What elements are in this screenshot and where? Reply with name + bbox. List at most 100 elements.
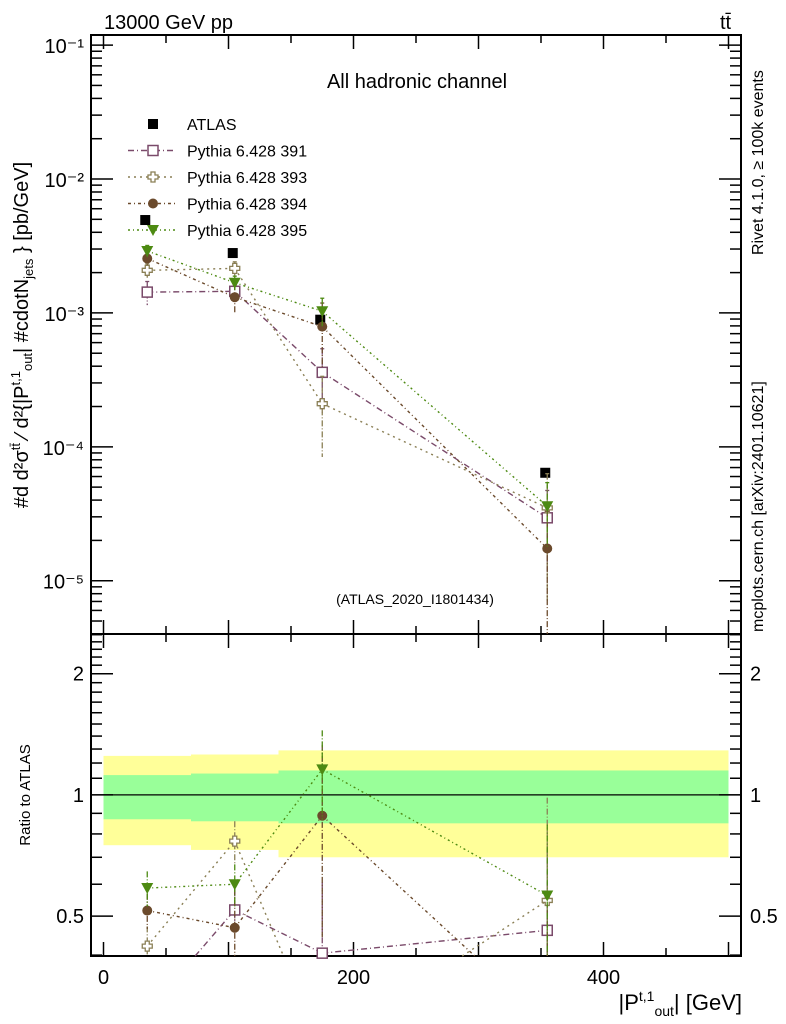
series-line bbox=[321, 371, 548, 519]
series-line bbox=[234, 290, 323, 373]
ratio-point bbox=[228, 879, 241, 891]
series-line bbox=[234, 268, 323, 405]
y-tick-label: 10⁻² bbox=[45, 170, 85, 192]
ratio-y-tick-label-right: 0.5 bbox=[750, 906, 778, 928]
y-label-fraction-divider: ⁄ bbox=[11, 429, 33, 443]
atlas-data-point bbox=[315, 314, 326, 325]
ratio-y-axis-label: Ratio to ATLAS bbox=[17, 744, 34, 845]
ratio-y-tick-label-left: 0.5 bbox=[56, 906, 84, 928]
y-label-suffix: } [pb/GeV] bbox=[11, 162, 33, 259]
ratio-point bbox=[142, 905, 153, 916]
series-line bbox=[321, 310, 548, 507]
process-label: tt̄ bbox=[720, 12, 732, 34]
mc-data-point bbox=[541, 501, 554, 513]
y-label-numerator-sup: tt̄ bbox=[8, 443, 23, 451]
source-label: mcplots.cern.ch [arXiv:2401.10621] bbox=[750, 381, 767, 632]
ratio-point bbox=[541, 890, 554, 902]
ratio-point bbox=[141, 940, 153, 952]
x-axis-label: |Pt,1out| [GeV] bbox=[618, 988, 742, 1019]
band-inner bbox=[191, 773, 279, 822]
ratio-y-tick-label-right: 1 bbox=[750, 785, 761, 807]
ratio-line bbox=[194, 909, 236, 957]
x-label-pre: |P bbox=[618, 990, 638, 1015]
ratio-line bbox=[234, 909, 323, 954]
x-tick-label: 0 bbox=[98, 967, 109, 989]
x-tick-label: 400 bbox=[587, 967, 620, 989]
ratio-line bbox=[234, 840, 285, 957]
legend-label: Pythia 6.428 395 bbox=[187, 223, 307, 240]
ratio-point bbox=[316, 764, 329, 776]
series-line bbox=[234, 296, 323, 328]
atlas-data-point bbox=[540, 467, 551, 478]
legend-item-0: ATLAS bbox=[148, 117, 237, 134]
legend-item-1: Pythia 6.428 391 bbox=[128, 144, 307, 161]
y-axis-label: #d d²σtt̄ ⁄ d²{|Pt,1out| #cdotNjets } [p… bbox=[8, 162, 36, 508]
mc-data-point bbox=[141, 264, 153, 276]
ratio-line bbox=[322, 929, 548, 954]
x-label-sub: out bbox=[654, 1003, 674, 1019]
y-tick-label: 10⁻⁴ bbox=[43, 438, 84, 460]
y-label-denominator-sup: t,1 bbox=[8, 371, 23, 385]
legend-item-2: Pythia 6.428 393 bbox=[128, 170, 307, 187]
mc-data-point bbox=[141, 286, 153, 298]
y-tick-label: 10⁻¹ bbox=[45, 36, 85, 58]
mc-data-point bbox=[229, 292, 240, 303]
ratio-series-1 bbox=[194, 848, 553, 959]
legend-marker bbox=[147, 225, 159, 236]
channel-label: All hadronic channel bbox=[327, 71, 507, 93]
legend-item-4: Pythia 6.428 395 bbox=[128, 223, 307, 240]
ratio-line bbox=[234, 768, 323, 885]
ratio-line bbox=[147, 883, 235, 889]
legend-marker bbox=[147, 171, 159, 183]
y-label-numerator: d²σ bbox=[11, 450, 33, 481]
y-label-denominator-tail-sub: jets bbox=[21, 258, 36, 280]
ratio-line bbox=[146, 840, 236, 947]
x-label-post: | [GeV] bbox=[674, 990, 742, 1015]
ratio-point bbox=[316, 947, 328, 959]
ratio-line bbox=[234, 815, 323, 929]
series-line bbox=[321, 326, 548, 550]
mc-data-point bbox=[317, 321, 328, 332]
legend-label: Pythia 6.428 391 bbox=[187, 144, 307, 161]
analysis-id: (ATLAS_2020_I1801434) bbox=[336, 591, 494, 607]
mc-data-point bbox=[229, 262, 241, 275]
mc-data-point bbox=[316, 306, 329, 318]
mc-data-point bbox=[316, 398, 328, 410]
ratio-point bbox=[229, 922, 240, 933]
x-tick-label: 200 bbox=[337, 967, 370, 989]
series-line bbox=[147, 290, 235, 293]
legend-marker bbox=[148, 198, 158, 209]
rivet-label: Rivet 4.1.0, ≥ 100k events bbox=[750, 70, 767, 255]
main-series-0 bbox=[140, 215, 551, 478]
ratio-bands bbox=[103, 750, 729, 858]
ratio-series-4 bbox=[141, 730, 554, 956]
energy-label: 13000 GeV pp bbox=[104, 12, 233, 34]
atlas-data-point bbox=[227, 248, 238, 259]
main-series-2 bbox=[141, 261, 553, 602]
ratio-line bbox=[321, 815, 476, 957]
y-label-denominator-sub: out bbox=[20, 353, 35, 371]
band-inner bbox=[103, 775, 191, 820]
y-tick-label: 10⁻⁵ bbox=[43, 572, 84, 594]
ratio-y-tick-label-left: 1 bbox=[73, 785, 84, 807]
x-label-sup: t,1 bbox=[639, 988, 655, 1004]
y-tick-label: 10⁻³ bbox=[45, 304, 85, 326]
y-label-denominator-tail: | #cdotN bbox=[11, 279, 33, 353]
series-line bbox=[147, 267, 235, 272]
mc-data-point bbox=[141, 246, 154, 258]
legend-label: ATLAS bbox=[187, 117, 237, 134]
legend-item-3: Pythia 6.428 394 bbox=[128, 197, 307, 214]
legend-marker bbox=[148, 119, 158, 129]
mc-data-point bbox=[542, 543, 553, 554]
series-line bbox=[147, 250, 235, 284]
main-series-3 bbox=[142, 252, 553, 634]
ratio-point bbox=[141, 883, 154, 895]
series-line bbox=[234, 282, 323, 312]
atlas-data-point bbox=[140, 215, 151, 226]
mc-data-point bbox=[142, 253, 153, 264]
ratio-y-tick-label-left: 2 bbox=[73, 664, 84, 686]
ratio-line bbox=[461, 899, 548, 957]
ratio-point bbox=[229, 835, 241, 847]
legend-label: Pythia 6.428 394 bbox=[187, 197, 307, 214]
